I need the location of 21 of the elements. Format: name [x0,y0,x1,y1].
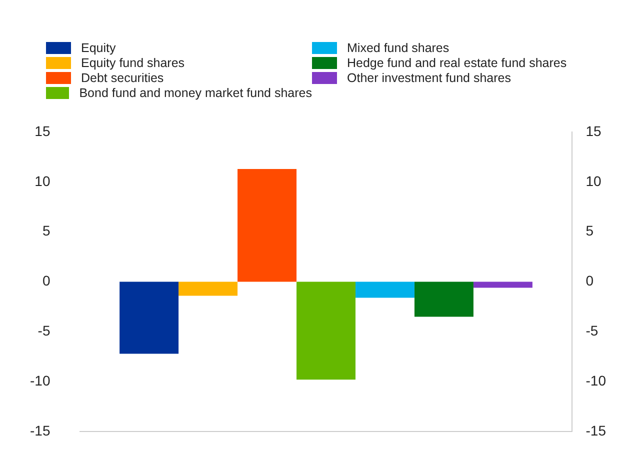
y-tick-label: 10 [34,172,50,189]
y-tick-label: -5 [38,322,50,339]
y-tick-label: -10 [30,372,50,389]
legend-label: Hedge fund and real estate fund shares [347,56,567,70]
legend-label: Mixed fund shares [347,40,450,54]
y-tick-label: 0 [42,272,50,289]
y2-tick-label: 0 [586,272,594,289]
y2-tick-label: 5 [586,222,594,239]
y-tick-label: 5 [42,222,50,239]
legend-label: Bond fund and money market fund shares [79,86,312,100]
y2-tick-label: -5 [586,322,598,339]
legend-label: Equity fund shares [81,56,185,70]
legend-label: Debt securities [81,70,164,84]
y2-tick-label: 15 [586,122,602,139]
y2-tick-label: 10 [586,172,602,189]
legend-label: Other investment fund shares [347,70,511,84]
legend-label: Equity [81,40,116,54]
y2-tick-label: -15 [586,422,606,438]
y-tick-label: 15 [34,122,50,139]
y-tick-label: -15 [30,422,50,438]
y2-tick-label: -10 [586,372,606,389]
